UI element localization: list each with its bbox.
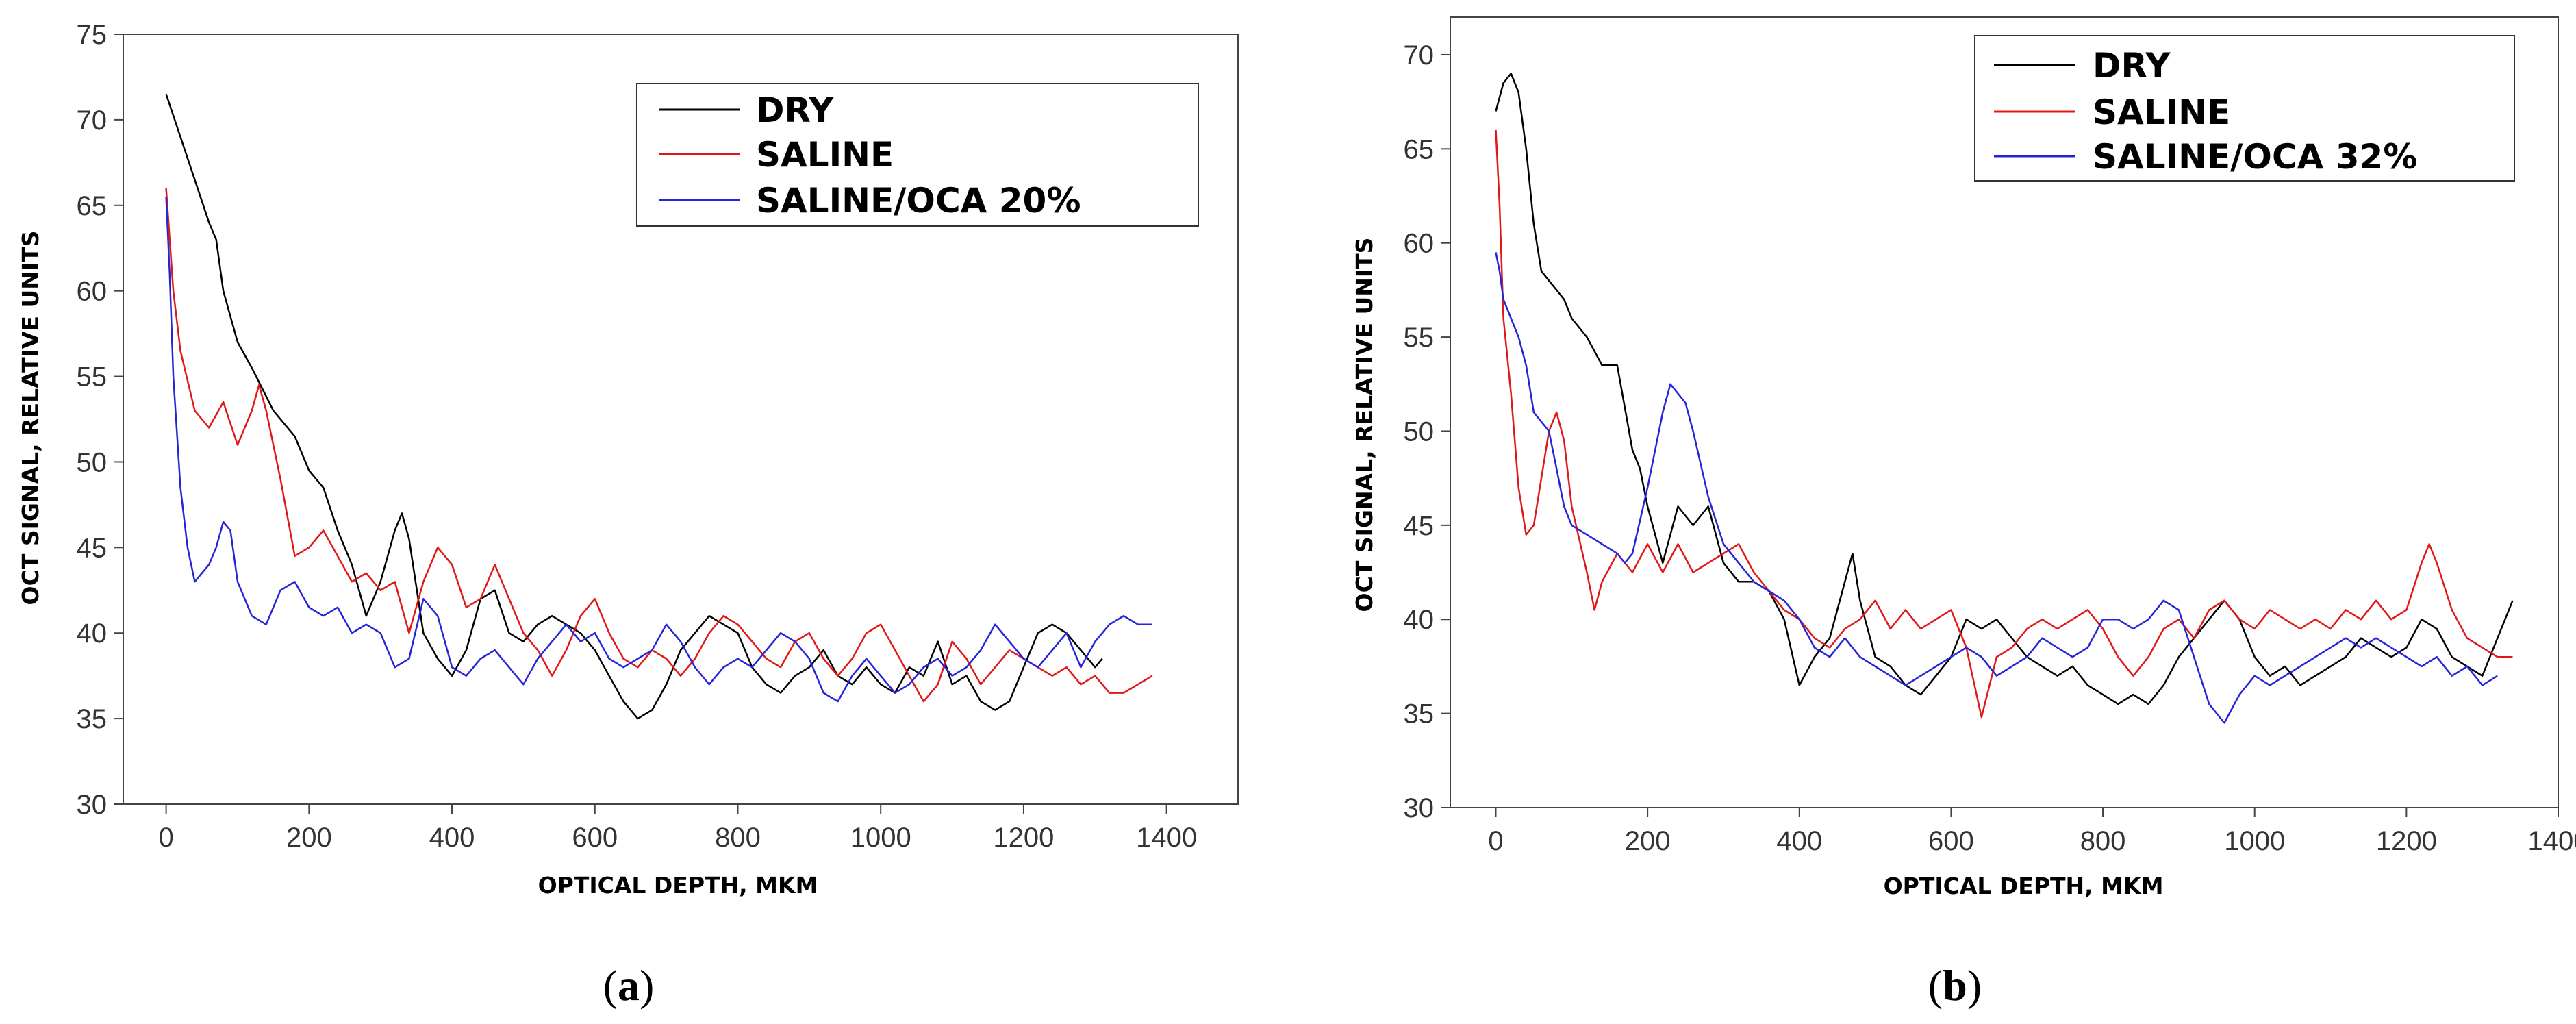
panel-caption-b: (b) xyxy=(1928,961,1982,1010)
x-tick-label-a-7: 1400 xyxy=(1136,823,1197,853)
series-line-saline-b xyxy=(1495,129,2513,719)
chart-panel-a: 30 35 40 45 50 55 60 65 70 75 0 200 400 600 800 1000 12… xyxy=(17,20,1239,1010)
legend-label-saline-oca-a: SALINE/OCA 20% xyxy=(756,181,1081,221)
y-tick-label-a-2: 40 xyxy=(77,619,108,649)
series-line-dry-a xyxy=(165,94,1103,720)
y-tick-label-a-0: 30 xyxy=(77,790,108,820)
y-tick-label-b-5: 55 xyxy=(1404,323,1435,353)
axes-frame-b xyxy=(1450,16,2559,808)
x-axis-title-a: OPTICAL DEPTH, MKM xyxy=(538,872,818,899)
y-tick-label-a-3: 45 xyxy=(77,533,108,563)
series-line-saline-oca-32-b xyxy=(1495,252,2498,724)
y-ticks-a: 30 35 40 45 50 55 60 65 70 75 xyxy=(77,20,123,820)
legend-label-dry-a: DRY xyxy=(756,90,834,130)
y-tick-label-a-4: 50 xyxy=(77,447,108,477)
y-axis-title-a: OCT SIGNAL, RELATIVE UNITS xyxy=(17,231,44,605)
y-tick-label-a-1: 35 xyxy=(77,704,108,734)
x-tick-label-a-6: 1200 xyxy=(993,823,1054,853)
chart-panel-b: 30 35 40 45 50 55 60 65 70 0 200 400 600 800 1000 1200… xyxy=(1351,16,2576,1010)
legend-label-saline-b: SALINE xyxy=(2093,92,2230,132)
y-tick-label-b-4: 50 xyxy=(1404,416,1435,447)
x-tick-label-b-5: 1000 xyxy=(2224,826,2285,856)
series-lines-a xyxy=(165,94,1153,720)
x-tick-label-b-7: 1400 xyxy=(2528,826,2576,856)
x-tick-label-b-4: 800 xyxy=(2080,826,2126,856)
x-tick-label-a-3: 600 xyxy=(572,823,618,853)
legend-b: DRY SALINE SALINE/OCA 32% xyxy=(1974,35,2515,182)
x-tick-label-a-2: 400 xyxy=(429,823,475,853)
x-tick-label-a-5: 1000 xyxy=(850,823,911,853)
legend-label-saline-a: SALINE xyxy=(756,135,894,175)
y-tick-label-a-9: 75 xyxy=(77,20,108,50)
y-tick-label-a-8: 70 xyxy=(77,105,108,136)
x-axis-title-b: OPTICAL DEPTH, MKM xyxy=(1884,873,2164,899)
x-ticks-a: 0 200 400 600 800 1000 1200 1400 xyxy=(158,804,1197,853)
y-tick-label-b-0: 30 xyxy=(1404,793,1435,823)
series-line-saline-oca-20-a xyxy=(165,197,1152,703)
x-tick-label-b-0: 0 xyxy=(1488,826,1503,856)
x-tick-label-b-1: 200 xyxy=(1625,826,1671,856)
y-tick-label-a-7: 65 xyxy=(77,191,108,221)
x-tick-label-b-3: 600 xyxy=(1928,826,1974,856)
legend-a: DRY SALINE SALINE/OCA 20% xyxy=(636,83,1199,227)
y-ticks-b: 30 35 40 45 50 55 60 65 70 xyxy=(1404,40,1450,823)
y-axis-title-b: OCT SIGNAL, RELATIVE UNITS xyxy=(1351,238,1378,612)
y-tick-label-a-6: 60 xyxy=(77,277,108,307)
y-tick-label-b-7: 65 xyxy=(1404,134,1435,164)
x-tick-label-b-6: 1200 xyxy=(2376,826,2437,856)
series-lines-b xyxy=(1495,73,2514,724)
x-tick-label-a-1: 200 xyxy=(286,823,332,853)
y-tick-label-b-3: 45 xyxy=(1404,511,1435,541)
panel-caption-a: (a) xyxy=(603,961,655,1010)
legend-label-dry-b: DRY xyxy=(2093,46,2171,86)
x-ticks-b: 0 200 400 600 800 1000 1200 1400 xyxy=(1488,808,2576,856)
y-tick-label-a-5: 55 xyxy=(77,362,108,392)
y-tick-label-b-1: 35 xyxy=(1404,699,1435,729)
x-tick-label-a-4: 800 xyxy=(715,823,761,853)
x-tick-label-a-0: 0 xyxy=(158,823,173,853)
y-tick-label-b-8: 70 xyxy=(1404,40,1435,71)
legend-label-saline-oca-b: SALINE/OCA 32% xyxy=(2093,137,2417,177)
y-tick-label-b-6: 60 xyxy=(1404,229,1435,259)
y-tick-label-b-2: 40 xyxy=(1404,605,1435,635)
series-line-saline-a xyxy=(165,188,1153,703)
x-tick-label-b-2: 400 xyxy=(1776,826,1822,856)
axes-frame-a xyxy=(123,34,1239,805)
